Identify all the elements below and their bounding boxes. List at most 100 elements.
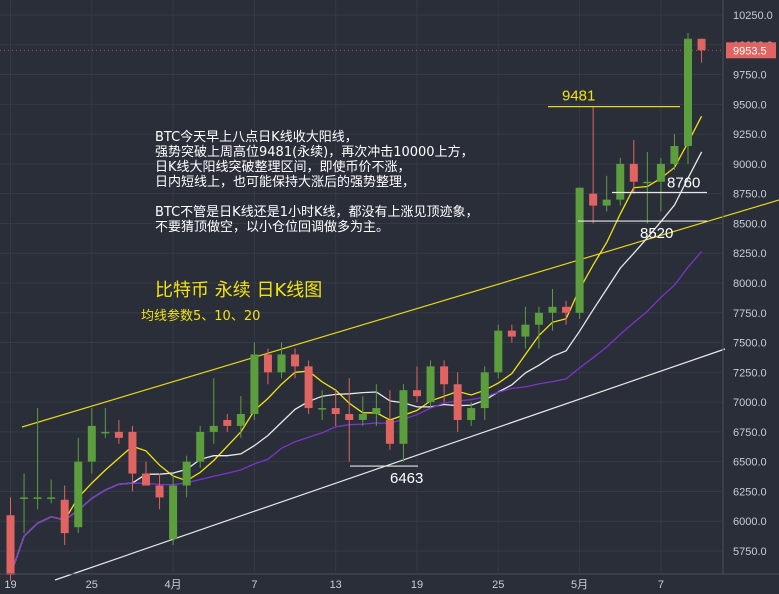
x-tick-label: 4月 — [165, 579, 182, 591]
level-label-8760: 8760 — [667, 174, 700, 191]
candle-body — [223, 419, 232, 426]
candle-body — [345, 414, 354, 420]
x-tick-label: 7 — [251, 579, 257, 591]
candle-body — [670, 146, 679, 164]
lower-trend-line — [54, 348, 726, 581]
note-line: 日内短线上，也可能保持大涨后的强势整理， — [155, 175, 416, 190]
candle-body — [467, 408, 476, 420]
candle-body — [101, 431, 110, 434]
upper-trend-line — [21, 199, 779, 428]
y-tick-label: 7500.0 — [733, 338, 767, 350]
level-label-9481: 9481 — [562, 88, 595, 105]
y-tick-label: 8500.0 — [733, 218, 767, 230]
candle-body — [616, 163, 625, 200]
candle-body — [399, 390, 408, 444]
candle-body — [318, 408, 327, 410]
candle-body — [263, 354, 272, 373]
y-tick-label: 8000.0 — [733, 278, 767, 290]
candle-body — [453, 384, 462, 420]
candle-body — [507, 330, 516, 337]
candle-body — [20, 497, 29, 499]
y-tick-label: 6500.0 — [733, 457, 767, 469]
candle-body — [629, 163, 638, 182]
candle-body — [440, 366, 449, 385]
candle-body — [142, 473, 150, 486]
note-line: BTC不管是日K线还是1小时K线，都没有上涨见顶迹象， — [155, 205, 479, 220]
grid — [0, 0, 722, 572]
candle-body — [534, 312, 543, 325]
candle-body — [277, 354, 286, 373]
level-lines: 9481 8760 8520 6463 — [350, 88, 707, 487]
candle-body — [358, 414, 367, 420]
y-tick-label: 9500.0 — [733, 99, 767, 111]
candle-body — [114, 431, 123, 438]
note-line: 不要猜顶做空，以小仓位回调做多为主。 — [155, 220, 390, 235]
x-tick-label: 13 — [330, 579, 342, 591]
y-tick-label: 9750.0 — [733, 70, 767, 82]
candle-body — [331, 408, 340, 415]
chart-title: 比特币 永续 日K线图 — [155, 280, 323, 301]
candle-body — [589, 193, 598, 206]
candle-body — [548, 306, 557, 313]
y-tick-label: 7750.0 — [733, 308, 767, 320]
candle-body — [6, 515, 15, 575]
y-tick-label: 7250.0 — [733, 367, 767, 379]
candle-body — [413, 390, 421, 397]
x-tick-label: 19 — [4, 579, 16, 591]
x-tick-label: 7 — [658, 579, 664, 591]
candle-body — [87, 425, 96, 462]
candle-body — [47, 497, 56, 499]
candle-body — [372, 408, 381, 415]
ma-line — [9, 115, 703, 576]
candle-body — [60, 499, 69, 534]
y-tick-label: 5750.0 — [733, 546, 767, 558]
time-axis: 19 25 4月 7 13 19 25 5月 7 — [0, 573, 779, 591]
candle-body — [426, 366, 435, 403]
x-tick-label: 25 — [492, 579, 504, 591]
trend-lines — [21, 199, 779, 581]
candle-body — [521, 324, 530, 337]
candle-body — [562, 306, 571, 313]
candle-body — [304, 366, 313, 409]
candle-body — [291, 354, 300, 367]
y-tick-label: 8250.0 — [733, 248, 767, 260]
candles — [6, 32, 706, 581]
candle-body — [196, 431, 205, 462]
note-line: 日K线大阳线突破整理区间，即使币价不涨， — [155, 160, 411, 175]
candle-body — [385, 419, 394, 444]
moving-averages — [9, 115, 703, 576]
y-tick-label: 7000.0 — [733, 397, 767, 409]
candle-body — [656, 163, 665, 182]
last-price-marker: 9953.5 — [0, 42, 776, 59]
candle-body — [128, 431, 137, 474]
candle-body — [155, 485, 164, 498]
candle-body — [74, 461, 83, 528]
last-price-label: 9953.5 — [733, 45, 767, 57]
y-tick-label: 6250.0 — [733, 486, 767, 498]
note-line: 强势突破上周高位9481(永续)，再次冲击10000上方， — [155, 145, 474, 160]
y-tick-label: 9250.0 — [733, 129, 767, 141]
candle-body — [250, 354, 259, 415]
y-tick-label: 6000.0 — [733, 516, 767, 528]
price-axis: 10250.010000.09750.09500.09250.09000.087… — [722, 0, 773, 574]
candle-body — [684, 38, 692, 147]
x-tick-label: 19 — [411, 579, 423, 591]
candle-body — [169, 485, 178, 540]
x-tick-label: 5月 — [571, 579, 588, 591]
candle-body — [33, 497, 42, 499]
y-tick-label: 9000.0 — [733, 159, 767, 171]
candle-body — [697, 38, 706, 51]
candle-body — [575, 187, 584, 313]
candle-body — [480, 372, 489, 409]
candle-body — [602, 199, 611, 206]
y-tick-label: 6750.0 — [733, 427, 767, 439]
level-label-8520: 8520 — [640, 225, 673, 242]
y-tick-label: 10250.0 — [733, 10, 773, 22]
candle-body — [643, 181, 652, 184]
analysis-note: BTC今天早上八点日K线收大阳线， 强势突破上周高位9481(永续)，再次冲击1… — [155, 130, 479, 235]
candle-body — [494, 330, 503, 373]
level-label-6463: 6463 — [390, 470, 423, 487]
candle-body — [182, 461, 191, 486]
